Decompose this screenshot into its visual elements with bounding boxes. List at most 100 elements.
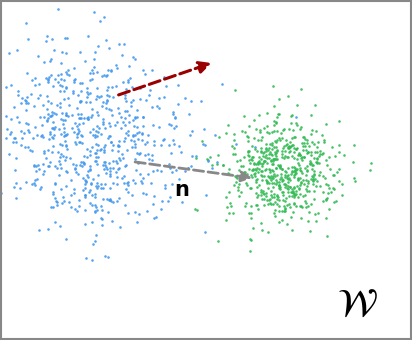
Point xyxy=(170,109,176,115)
Point xyxy=(182,96,188,101)
Point xyxy=(82,59,88,64)
Point xyxy=(77,139,84,144)
Point xyxy=(62,237,69,242)
Point xyxy=(277,165,283,170)
Point xyxy=(271,122,277,128)
Point xyxy=(132,156,138,162)
Point xyxy=(94,162,100,167)
Point xyxy=(251,167,258,172)
Point xyxy=(107,133,114,139)
Point xyxy=(282,149,288,154)
Point xyxy=(225,171,232,176)
Point xyxy=(340,153,347,158)
Point xyxy=(61,133,68,138)
Point xyxy=(56,154,63,160)
Point xyxy=(264,110,271,116)
Point xyxy=(264,129,270,134)
Point xyxy=(63,169,70,174)
Point xyxy=(294,122,301,128)
Point xyxy=(64,146,71,151)
Point xyxy=(314,144,320,149)
Point xyxy=(102,73,109,79)
Point xyxy=(80,120,86,126)
Point xyxy=(77,116,84,121)
Point xyxy=(87,90,93,95)
Point xyxy=(47,159,54,165)
Point xyxy=(44,76,51,82)
Point xyxy=(57,71,64,77)
Point xyxy=(89,193,96,198)
Point xyxy=(50,111,57,116)
Point xyxy=(77,98,84,103)
Point xyxy=(22,180,29,185)
Point xyxy=(193,155,199,160)
Point xyxy=(284,144,291,150)
Point xyxy=(92,209,98,215)
Point xyxy=(34,132,40,138)
Point xyxy=(100,99,107,105)
Point xyxy=(261,158,267,164)
Point xyxy=(94,129,101,135)
Point xyxy=(61,199,68,204)
Point xyxy=(366,167,373,173)
Point xyxy=(316,153,322,158)
Point xyxy=(319,189,326,195)
Point xyxy=(291,155,297,161)
Point xyxy=(123,163,130,168)
Point xyxy=(137,172,143,177)
Point xyxy=(335,149,342,155)
Point xyxy=(162,183,169,188)
Point xyxy=(304,188,311,194)
Point xyxy=(139,68,146,73)
Point xyxy=(144,151,151,157)
Point xyxy=(99,217,105,222)
Point xyxy=(330,199,337,205)
Point xyxy=(226,189,232,195)
Point xyxy=(288,169,295,174)
Point xyxy=(232,88,238,93)
Point xyxy=(327,166,334,171)
Point xyxy=(242,129,249,134)
Point xyxy=(76,128,83,133)
Point xyxy=(3,126,10,132)
Point xyxy=(301,154,308,160)
Point xyxy=(291,201,297,206)
Point xyxy=(300,147,306,153)
Point xyxy=(83,179,89,184)
Point xyxy=(271,191,278,197)
Point xyxy=(132,132,138,138)
Point xyxy=(255,162,261,167)
Point xyxy=(57,151,64,156)
Point xyxy=(282,174,289,180)
Point xyxy=(246,186,253,191)
Point xyxy=(250,166,257,172)
Point xyxy=(275,163,281,168)
Point xyxy=(297,175,304,181)
Point xyxy=(162,186,169,191)
Point xyxy=(81,185,88,190)
Point xyxy=(321,139,327,145)
Point xyxy=(63,35,70,41)
Point xyxy=(38,133,45,138)
Point xyxy=(69,89,76,94)
Point xyxy=(93,154,99,159)
Point xyxy=(98,182,105,187)
Point xyxy=(273,139,279,144)
Point xyxy=(220,163,226,168)
Point xyxy=(273,128,280,134)
Point xyxy=(275,179,282,185)
Point xyxy=(136,152,143,157)
Point xyxy=(246,210,252,216)
Point xyxy=(61,157,68,163)
Point xyxy=(161,74,168,80)
Point xyxy=(309,162,316,167)
Point xyxy=(0,143,1,148)
Point xyxy=(128,103,134,108)
Point xyxy=(302,177,309,183)
Point xyxy=(175,82,182,87)
Point xyxy=(311,172,317,177)
Point xyxy=(52,195,59,201)
Point xyxy=(91,191,98,197)
Point xyxy=(276,137,283,142)
Point xyxy=(132,167,139,173)
